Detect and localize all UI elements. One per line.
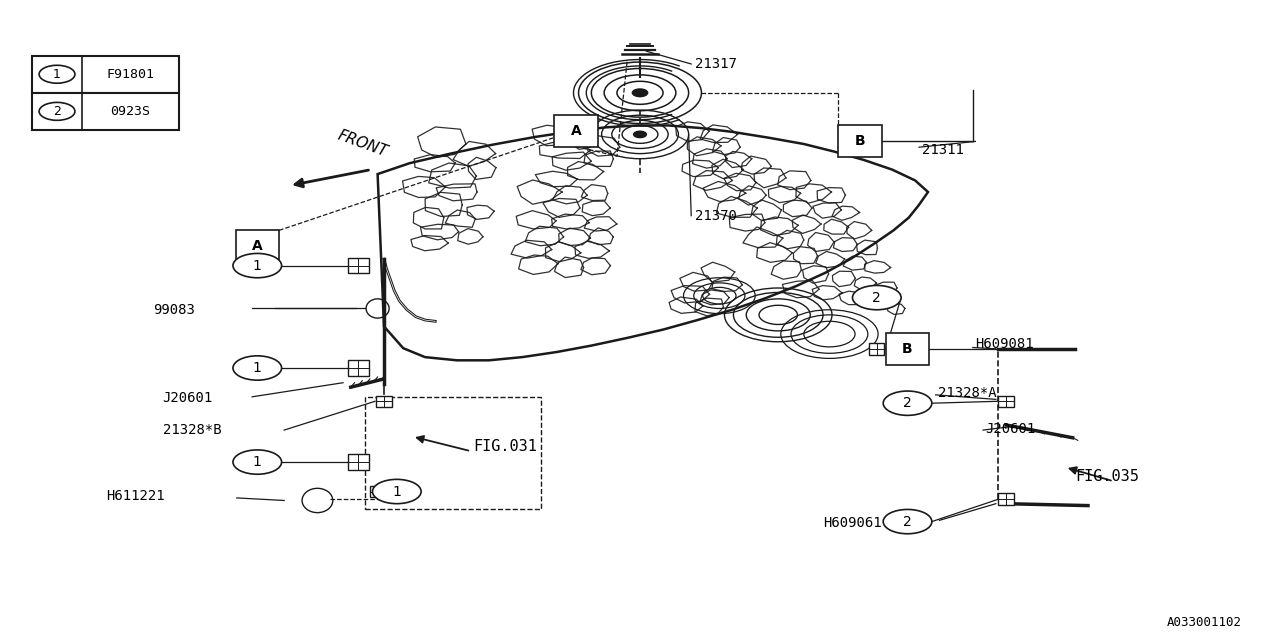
Circle shape <box>233 356 282 380</box>
Circle shape <box>883 391 932 415</box>
Circle shape <box>852 285 901 310</box>
Text: 2: 2 <box>52 105 61 118</box>
Text: FIG.031: FIG.031 <box>474 438 538 454</box>
Text: 21328*B: 21328*B <box>163 423 221 437</box>
Text: 0923S: 0923S <box>110 105 151 118</box>
Bar <box>998 396 1014 407</box>
Text: 1: 1 <box>253 455 261 469</box>
Text: B: B <box>902 342 913 356</box>
Text: FRONT: FRONT <box>335 128 389 160</box>
Bar <box>348 454 369 470</box>
Bar <box>376 396 392 407</box>
Bar <box>998 493 1014 505</box>
Text: A: A <box>252 239 262 253</box>
Text: 1: 1 <box>253 361 261 375</box>
Text: 21317: 21317 <box>695 57 737 71</box>
Bar <box>236 230 279 262</box>
Text: 99083: 99083 <box>154 303 196 317</box>
Bar <box>886 333 929 365</box>
Circle shape <box>634 131 646 138</box>
Text: 21328*A: 21328*A <box>938 386 997 400</box>
Circle shape <box>632 89 648 97</box>
Text: J20601: J20601 <box>986 422 1036 436</box>
Text: H611221: H611221 <box>106 489 165 503</box>
Text: 21311: 21311 <box>922 143 964 157</box>
Bar <box>32 56 179 93</box>
Text: 2: 2 <box>873 291 881 305</box>
Bar <box>370 486 385 497</box>
Bar <box>348 258 369 273</box>
Text: J20601: J20601 <box>163 391 212 405</box>
Bar <box>348 360 369 376</box>
Text: A: A <box>571 124 581 138</box>
Text: 2: 2 <box>904 515 911 529</box>
Text: 21370: 21370 <box>695 209 737 223</box>
Bar <box>838 125 882 157</box>
Text: 1: 1 <box>253 259 261 273</box>
Text: B: B <box>855 134 865 148</box>
Bar <box>32 93 179 130</box>
Circle shape <box>372 479 421 504</box>
Circle shape <box>883 509 932 534</box>
Text: FIG.035: FIG.035 <box>1075 469 1139 484</box>
Text: F91801: F91801 <box>106 68 155 81</box>
Circle shape <box>233 253 282 278</box>
Circle shape <box>40 102 76 120</box>
Bar <box>869 343 884 355</box>
Bar <box>554 115 598 147</box>
Text: 1: 1 <box>393 484 401 499</box>
Text: A033001102: A033001102 <box>1166 616 1242 628</box>
Text: 2: 2 <box>904 396 911 410</box>
Text: 1: 1 <box>52 68 61 81</box>
Circle shape <box>40 65 76 83</box>
Text: H609061: H609061 <box>823 516 882 530</box>
Text: H609081: H609081 <box>975 337 1034 351</box>
Circle shape <box>233 450 282 474</box>
Bar <box>365 397 541 509</box>
